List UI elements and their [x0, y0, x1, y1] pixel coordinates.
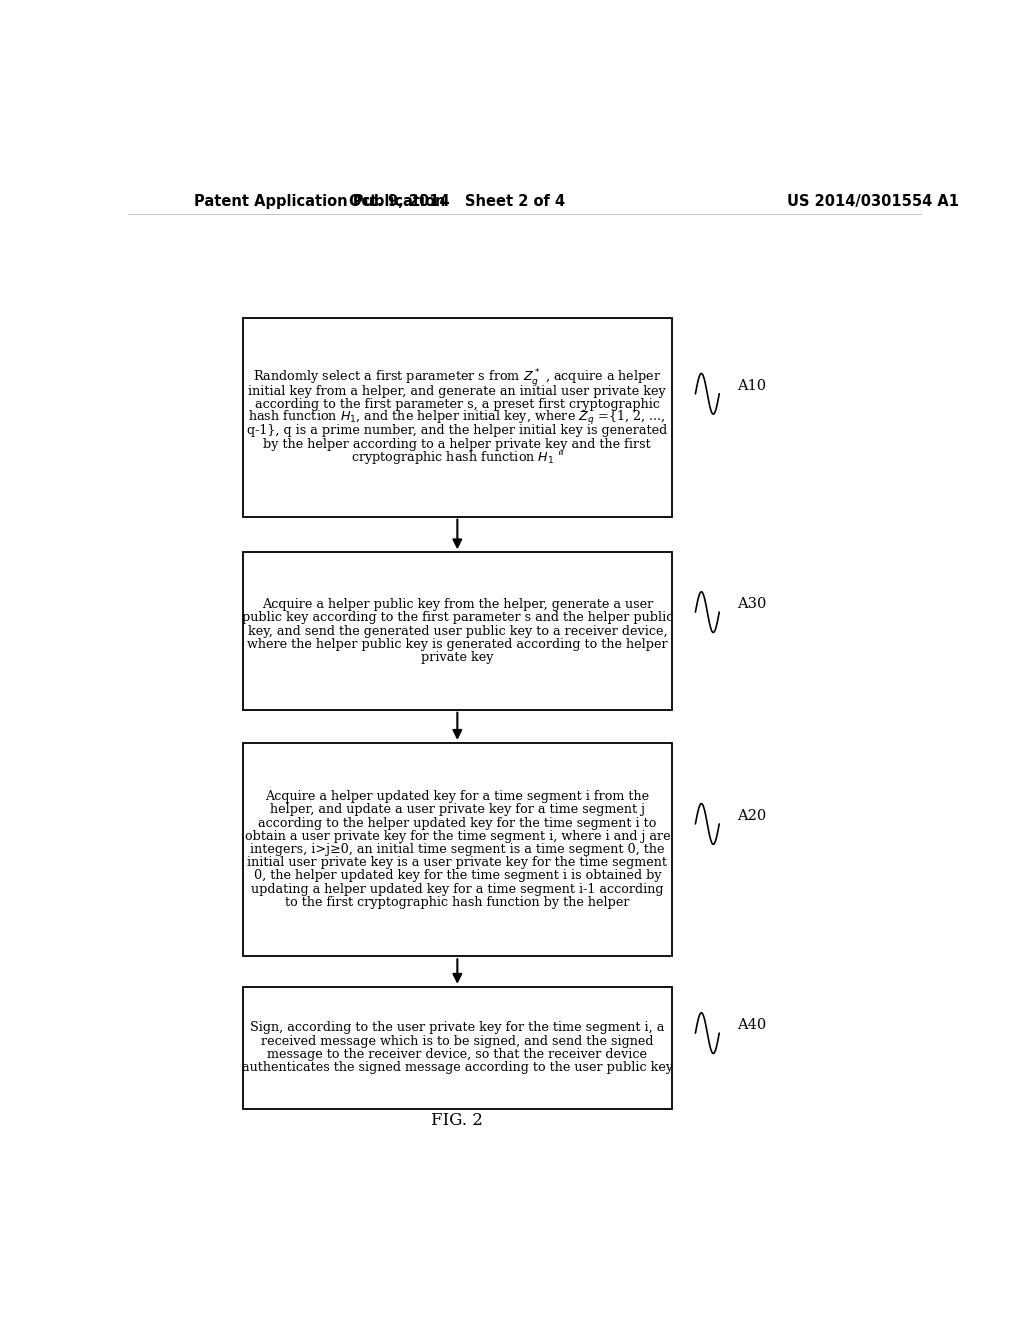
Text: obtain a user private key for the time segment i, where i and j are: obtain a user private key for the time s… — [245, 830, 670, 843]
Text: according to the helper updated key for the time segment i to: according to the helper updated key for … — [258, 817, 656, 830]
Text: initial key from a helper, and generate an initial user private key: initial key from a helper, and generate … — [249, 384, 667, 397]
Text: hash function $H_1$, and the helper initial key, where $Z_q$ ={1, 2, ...,: hash function $H_1$, and the helper init… — [249, 409, 667, 426]
Bar — [243, 987, 672, 1109]
Text: private key: private key — [421, 651, 494, 664]
Text: public key according to the first parameter s and the helper public: public key according to the first parame… — [242, 611, 673, 624]
Text: key, and send the generated user public key to a receiver device,: key, and send the generated user public … — [248, 624, 668, 638]
Text: to the first cryptographic hash function by the helper: to the first cryptographic hash function… — [285, 896, 630, 909]
Text: helper, and update a user private key for a time segment j: helper, and update a user private key fo… — [270, 804, 645, 816]
Text: Acquire a helper public key from the helper, generate a user: Acquire a helper public key from the hel… — [262, 598, 653, 611]
Text: Acquire a helper updated key for a time segment i from the: Acquire a helper updated key for a time … — [265, 791, 649, 803]
Text: A10: A10 — [737, 379, 767, 392]
Text: according to the first parameter s, a preset first cryptographic: according to the first parameter s, a pr… — [255, 397, 659, 411]
Text: US 2014/0301554 A1: US 2014/0301554 A1 — [786, 194, 958, 209]
Text: authenticates the signed message according to the user public key: authenticates the signed message accordi… — [242, 1061, 673, 1074]
Text: A30: A30 — [737, 597, 767, 611]
Text: by the helper according to a helper private key and the first: by the helper according to a helper priv… — [263, 437, 651, 450]
Text: q-1}, q is a prime number, and the helper initial key is generated: q-1}, q is a prime number, and the helpe… — [247, 424, 668, 437]
Bar — [243, 743, 672, 956]
Text: Oct. 9, 2014   Sheet 2 of 4: Oct. 9, 2014 Sheet 2 of 4 — [349, 194, 565, 209]
Text: 0, the helper updated key for the time segment i is obtained by: 0, the helper updated key for the time s… — [254, 870, 662, 883]
Text: received message which is to be signed, and send the signed: received message which is to be signed, … — [261, 1035, 653, 1048]
Text: initial user private key is a user private key for the time segment: initial user private key is a user priva… — [248, 857, 668, 870]
Text: message to the receiver device, so that the receiver device: message to the receiver device, so that … — [267, 1048, 647, 1061]
Text: A40: A40 — [737, 1018, 767, 1032]
Text: integers, i>j≥0, an initial time segment is a time segment 0, the: integers, i>j≥0, an initial time segment… — [250, 843, 665, 857]
Text: updating a helper updated key for a time segment i-1 according: updating a helper updated key for a time… — [251, 883, 664, 896]
Text: Sign, according to the user private key for the time segment i, a: Sign, according to the user private key … — [250, 1022, 665, 1035]
Text: cryptographic hash function $H_1$ ": cryptographic hash function $H_1$ " — [351, 449, 564, 466]
Text: FIG. 2: FIG. 2 — [431, 1113, 483, 1130]
Text: Patent Application Publication: Patent Application Publication — [194, 194, 445, 209]
Bar — [243, 552, 672, 710]
Bar — [243, 318, 672, 516]
Text: Randomly select a first parameter s from $Z^*_q$ , acquire a helper: Randomly select a first parameter s from… — [253, 367, 662, 389]
Text: A20: A20 — [737, 809, 767, 822]
Text: where the helper public key is generated according to the helper: where the helper public key is generated… — [247, 638, 668, 651]
